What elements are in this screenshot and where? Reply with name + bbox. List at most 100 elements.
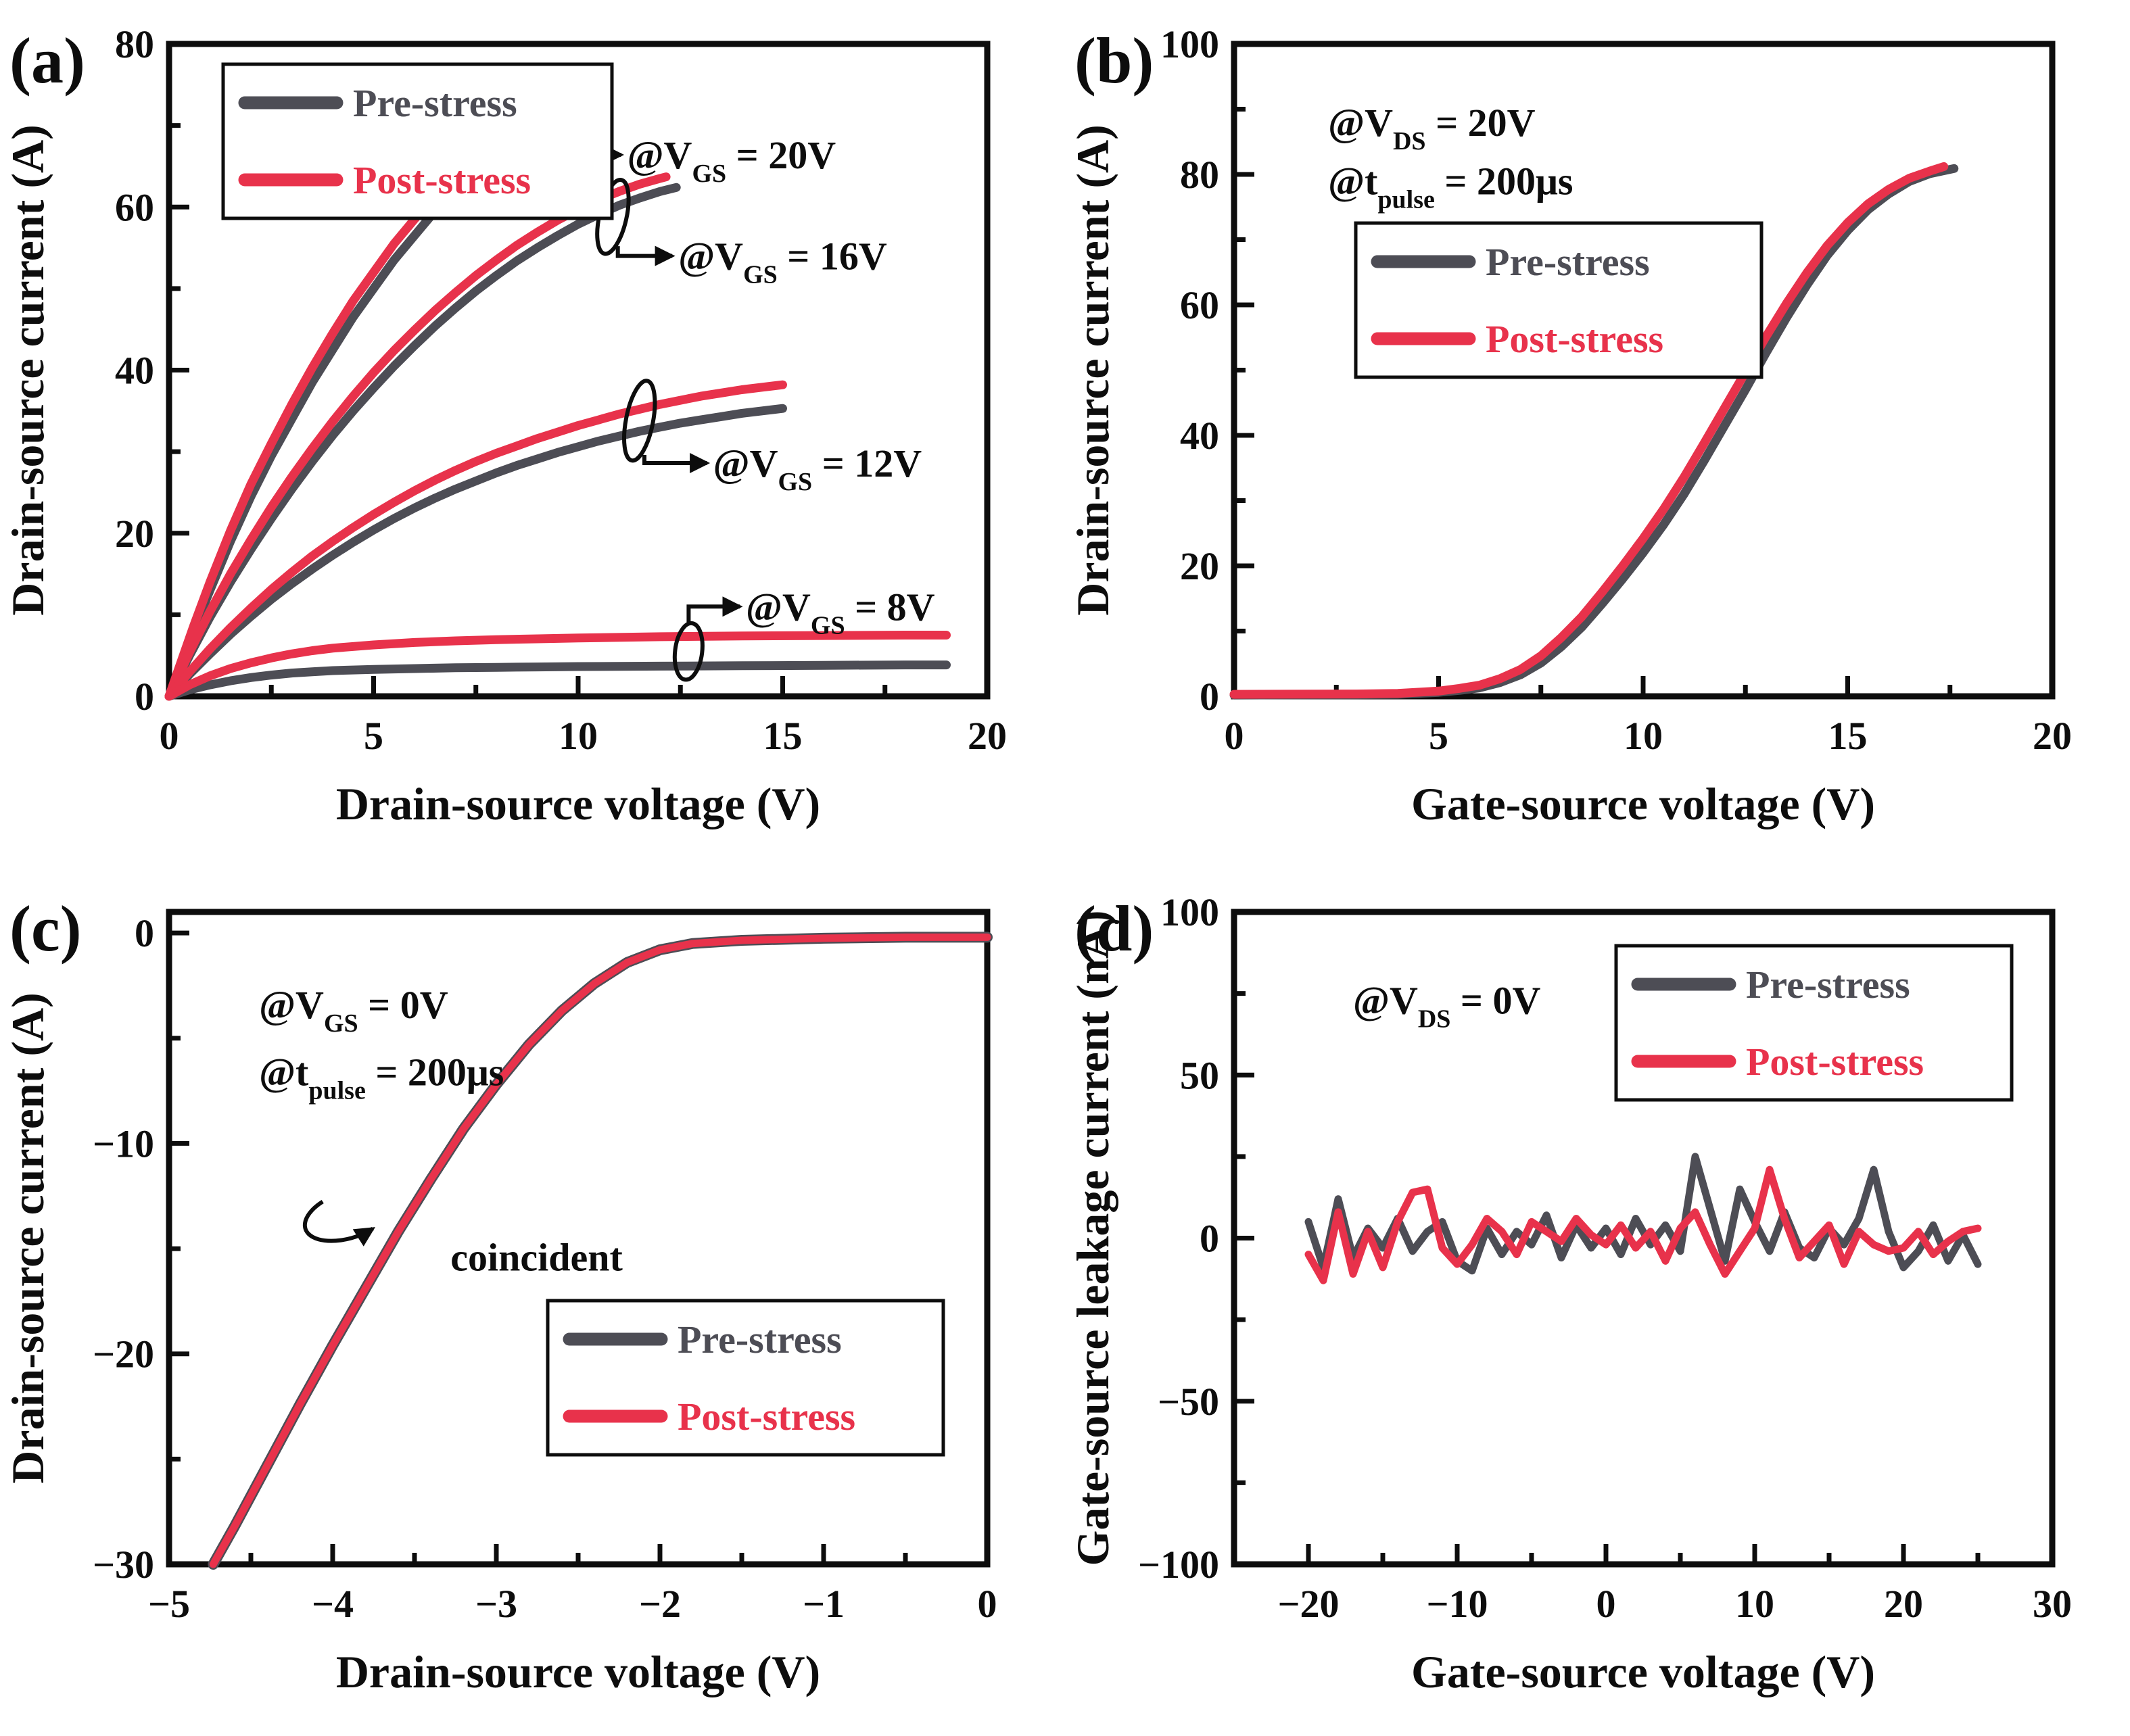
svg-text:10: 10 bbox=[1624, 714, 1663, 758]
legend-label: Post-stress bbox=[1746, 1040, 1924, 1084]
y-tick-labels: 0 20 40 60 80 bbox=[115, 22, 154, 719]
svg-text:−5: −5 bbox=[148, 1582, 190, 1626]
ticks bbox=[166, 41, 990, 699]
svg-text:−10: −10 bbox=[1426, 1582, 1488, 1626]
annotations: @VGS = 0V @tpulse = 200μs coincident bbox=[259, 983, 623, 1280]
highlight-ellipse bbox=[672, 621, 705, 682]
svg-text:@VGS = 0V: @VGS = 0V bbox=[259, 983, 448, 1038]
x-axis-label: Drain-source voltage (V) bbox=[336, 778, 820, 829]
x-tick-labels: 0 5 10 15 20 bbox=[1225, 714, 2073, 758]
svg-text:@VDS = 20V: @VDS = 20V bbox=[1328, 101, 1535, 155]
svg-text:0: 0 bbox=[135, 911, 154, 955]
svg-text:@tpulse = 200μs: @tpulse = 200μs bbox=[1328, 160, 1573, 214]
svg-text:0: 0 bbox=[1596, 1582, 1616, 1626]
svg-text:100: 100 bbox=[1160, 22, 1219, 66]
svg-text:60: 60 bbox=[1180, 283, 1219, 327]
series-post-stress bbox=[164, 631, 951, 701]
annotations: @VDS = 0V bbox=[1353, 978, 1540, 1033]
series-group bbox=[208, 932, 993, 1570]
legend-box bbox=[1614, 944, 2014, 1102]
pointer-arrow bbox=[615, 245, 676, 266]
svg-text:@VGS = 16V: @VGS = 16V bbox=[678, 235, 887, 289]
annotation-markers bbox=[302, 1199, 376, 1247]
svg-text:0: 0 bbox=[135, 675, 154, 719]
series-post-stress bbox=[164, 380, 787, 701]
panel-c: −5 −4 −3 −2 −1 0 0 −10 −20 −30 Drain-source voltag… bbox=[0, 868, 1065, 1736]
legend-label: Post-stress bbox=[678, 1395, 855, 1439]
svg-text:−20: −20 bbox=[1277, 1582, 1339, 1626]
svg-text:50: 50 bbox=[1180, 1053, 1219, 1097]
svg-text:80: 80 bbox=[1180, 153, 1219, 197]
series-group bbox=[1229, 162, 1959, 700]
svg-text:−10: −10 bbox=[93, 1122, 154, 1165]
svg-text:@tpulse = 200μs: @tpulse = 200μs bbox=[259, 1051, 504, 1105]
svg-text:10: 10 bbox=[1735, 1582, 1774, 1626]
x-axis-label: Gate-source voltage (V) bbox=[1411, 778, 1875, 829]
svg-text:30: 30 bbox=[2033, 1582, 2072, 1626]
svg-text:@VGS = 12V: @VGS = 12V bbox=[713, 441, 922, 496]
svg-text:0: 0 bbox=[978, 1582, 997, 1626]
svg-text:−100: −100 bbox=[1138, 1543, 1219, 1587]
panel-a-chart: 0 5 10 15 20 0 20 40 60 80 Drain-source voltage (V… bbox=[2, 22, 1008, 829]
svg-text:coincident: coincident bbox=[450, 1236, 623, 1280]
legend-box bbox=[1354, 221, 1764, 379]
svg-text:15: 15 bbox=[1828, 714, 1868, 758]
legend: Pre-stress Post-stress bbox=[1354, 221, 1764, 379]
svg-text:−30: −30 bbox=[93, 1543, 154, 1587]
y-axis-label: Drain-source current (A) bbox=[1067, 124, 1118, 615]
y-tick-labels: 0 20 40 60 80 100 bbox=[1160, 22, 1219, 719]
svg-text:@VGS = 8V: @VGS = 8V bbox=[746, 585, 935, 640]
legend-label: Post-stress bbox=[1486, 317, 1663, 361]
series-pre-stress bbox=[164, 660, 951, 701]
svg-text:5: 5 bbox=[1429, 714, 1448, 758]
y-axis-label: Drain-source current (A) bbox=[2, 992, 53, 1483]
legend-box bbox=[221, 62, 614, 220]
panel-letter: (c) bbox=[9, 892, 82, 965]
svg-text:0: 0 bbox=[160, 714, 179, 758]
highlight-ellipse bbox=[622, 379, 657, 463]
ticks bbox=[1234, 909, 2055, 1567]
pointer-arrow bbox=[642, 453, 711, 473]
svg-text:−50: −50 bbox=[1158, 1380, 1219, 1424]
svg-text:0: 0 bbox=[1225, 714, 1244, 758]
coincident-loop-arrow bbox=[302, 1199, 376, 1247]
pointer-arrow bbox=[686, 596, 743, 624]
x-axis-label: Gate-source voltage (V) bbox=[1411, 1646, 1875, 1697]
series-post-stress bbox=[1304, 1165, 1982, 1284]
y-axis-label: Drain-source current (A) bbox=[2, 124, 53, 615]
series-pre-stress bbox=[1304, 1153, 1982, 1275]
svg-text:60: 60 bbox=[115, 185, 154, 229]
y-tick-labels: 0 −10 −20 −30 bbox=[93, 911, 154, 1587]
svg-text:20: 20 bbox=[2033, 714, 2072, 758]
svg-text:20: 20 bbox=[1180, 544, 1219, 588]
series-post-stress bbox=[209, 933, 991, 1568]
legend-label: Pre-stress bbox=[1746, 963, 1910, 1007]
svg-text:0: 0 bbox=[1200, 1217, 1219, 1261]
annotations: @VDS = 20V@tpulse = 200μs bbox=[1328, 101, 1573, 214]
ticks bbox=[166, 930, 990, 1567]
ticks bbox=[1231, 41, 2055, 699]
x-tick-labels: 0 5 10 15 20 bbox=[160, 714, 1008, 758]
svg-text:−4: −4 bbox=[312, 1582, 354, 1626]
legend-label: Pre-stress bbox=[678, 1318, 842, 1361]
series-group bbox=[1304, 1153, 1982, 1284]
annotations: @VGS = 20V @VGS = 16V @VGS = 12V @VGS = 8V bbox=[628, 133, 935, 640]
svg-text:10: 10 bbox=[559, 714, 598, 758]
panel-d: −20 −10 0 10 20 30 −100 −50 0 50 100 Gate-source vo… bbox=[1065, 868, 2130, 1736]
svg-text:80: 80 bbox=[115, 22, 154, 66]
legend: Pre-stress Post-stress bbox=[221, 62, 614, 220]
svg-text:@VGS = 20V: @VGS = 20V bbox=[628, 133, 836, 188]
svg-text:−3: −3 bbox=[475, 1582, 517, 1626]
panel-a: 0 5 10 15 20 0 20 40 60 80 Drain-source voltage (V… bbox=[0, 0, 1065, 868]
panel-letter: (b) bbox=[1074, 24, 1154, 97]
svg-text:100: 100 bbox=[1160, 890, 1219, 934]
panel-letter: (d) bbox=[1074, 892, 1154, 965]
svg-text:20: 20 bbox=[115, 512, 154, 556]
svg-text:−2: −2 bbox=[639, 1582, 681, 1626]
svg-text:−1: −1 bbox=[803, 1582, 845, 1626]
x-tick-labels: −5 −4 −3 −2 −1 0 bbox=[148, 1582, 997, 1626]
x-axis-label: Drain-source voltage (V) bbox=[336, 1646, 820, 1697]
